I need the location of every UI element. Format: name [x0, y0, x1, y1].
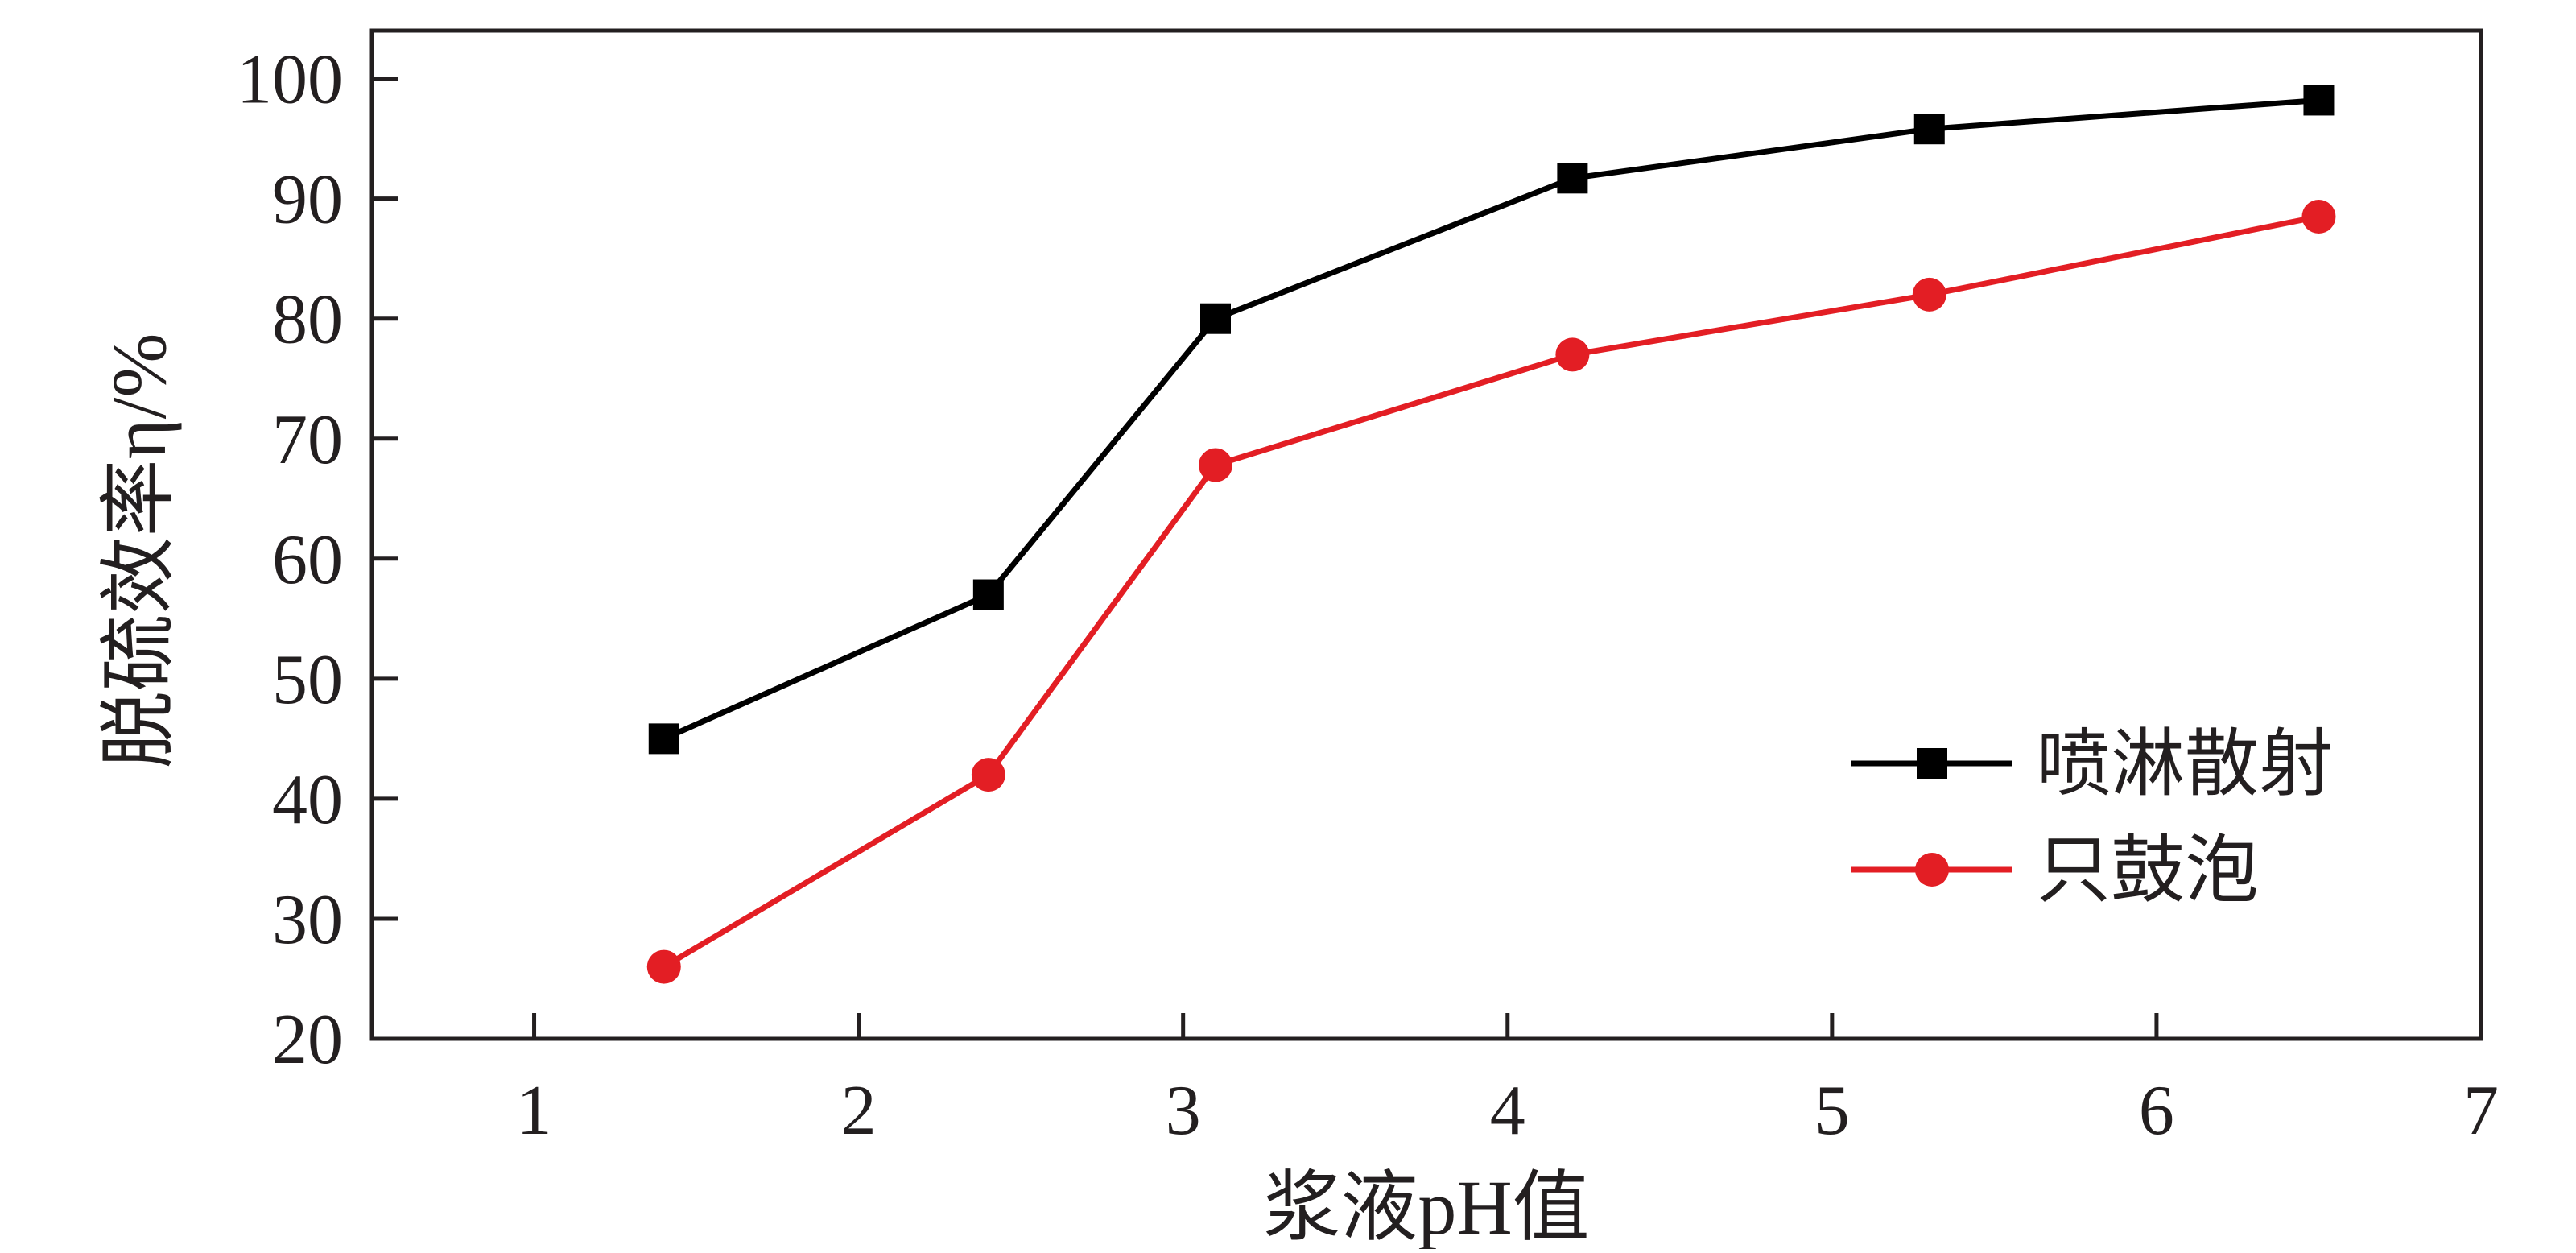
x-tick-label: 5 [1814, 1072, 1850, 1150]
series [646, 85, 2336, 984]
data-point [1555, 337, 1590, 372]
x-tick-label: 1 [517, 1072, 552, 1150]
legend-label: 喷淋散射 [2037, 723, 2333, 805]
y-tick-label: 20 [272, 1001, 343, 1079]
y-tick-label: 90 [272, 161, 343, 239]
series-line [662, 213, 2320, 970]
data-point [971, 758, 1005, 792]
y-tick-label: 100 [237, 41, 343, 119]
x-tick-label: 2 [841, 1072, 877, 1150]
data-point [2303, 85, 2334, 116]
x-tick-label: 3 [1166, 1072, 1201, 1150]
data-point [1199, 448, 1232, 482]
data-point [1557, 163, 1588, 194]
y-axis-title: 脱硫效率η/% [96, 333, 182, 769]
axes [369, 28, 2483, 1041]
y-tick-label: 50 [272, 641, 343, 719]
ticks: 1 2 3 4 5 6 7 20 30 40 50 60 70 80 90 100 [237, 41, 2499, 1150]
x-tick-label: 4 [1490, 1072, 1525, 1150]
data-point [972, 579, 1004, 610]
y-tick-label: 60 [272, 521, 343, 599]
y-tick-label: 70 [272, 401, 343, 479]
plot-frame [369, 28, 2483, 1041]
series-line [663, 97, 2319, 742]
legend-marker [1915, 853, 1949, 887]
x-tick-label: 7 [2463, 1072, 2499, 1150]
x-tick-label: 6 [2139, 1072, 2174, 1150]
legend-item: 只鼓泡 [1852, 829, 2259, 912]
legend-item: 喷淋散射 [1852, 723, 2333, 805]
y-tick-label: 40 [272, 761, 343, 839]
y-tick-label: 30 [272, 881, 343, 959]
legend-label: 只鼓泡 [2037, 829, 2259, 912]
data-point [2301, 200, 2336, 234]
data-point [648, 723, 679, 755]
x-axis-title: 浆液pH值 [1263, 1164, 1589, 1249]
data-point [1913, 114, 1945, 145]
data-point [646, 949, 681, 984]
series-1 [648, 85, 2334, 755]
legend-marker [1917, 748, 1947, 779]
data-point [1912, 277, 1946, 312]
y-tick-label: 80 [272, 281, 343, 359]
data-point [1200, 303, 1231, 334]
series-2 [646, 200, 2336, 984]
